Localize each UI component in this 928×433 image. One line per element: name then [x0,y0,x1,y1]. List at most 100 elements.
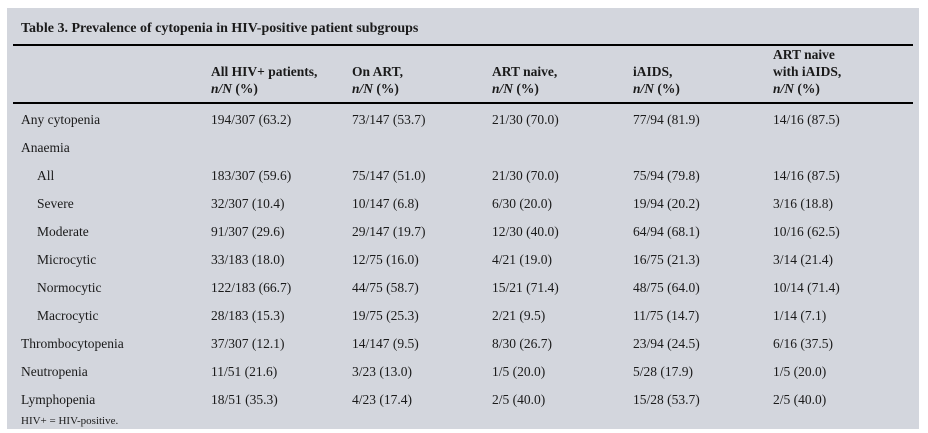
cell-value: 75/94 (79.8) [633,168,700,183]
table-footnote: HIV+ = HIV-positive. [21,415,119,427]
unit-percent: (%) [373,81,399,96]
cell-value: 12/75 (16.0) [352,252,419,267]
cell-value: 10/16 (62.5) [773,224,840,239]
column-header-line: On ART, [352,64,404,79]
table-row: Macrocytic 28/183 (15.3) 19/75 (25.3) 2/… [13,302,913,330]
row-label: All [37,168,55,183]
table-row: Moderate 91/307 (29.6) 29/147 (19.7) 12/… [13,218,913,246]
cell-value: 2/21 (9.5) [492,308,546,323]
cell-value: 14/16 (87.5) [773,168,840,183]
table-row: Severe 32/307 (10.4) 10/147 (6.8) 6/30 (… [13,190,913,218]
column-header-unit: n/N (%) [492,80,633,97]
row-label: Microcytic [37,252,97,267]
cell-value: 23/94 (24.5) [633,336,700,351]
row-label: Lymphopenia [21,392,96,407]
table-header-row: All HIV+ patients, n/N (%) On ART, n/N (… [13,46,913,102]
unit-n-over-N: n/N [633,81,655,96]
column-header-art-naive-iaids: ART naive with iAIDS, n/N (%) [773,46,913,97]
unit-percent: (%) [232,81,258,96]
cell-value: 64/94 (68.1) [633,224,700,239]
column-header-unit: n/N (%) [352,80,492,97]
cell-value: 15/21 (71.4) [492,280,559,295]
cell-value: 15/28 (53.7) [633,392,700,407]
column-header-line: ART naive, [492,64,558,79]
unit-percent: (%) [654,81,680,96]
cell-value: 77/94 (81.9) [633,112,700,127]
row-label: Severe [37,196,74,211]
cell-value: 11/51 (21.6) [211,364,278,379]
cell-value: 3/16 (18.8) [773,196,833,211]
cell-value: 73/147 (53.7) [352,112,426,127]
column-header-on-art: On ART, n/N (%) [352,63,492,97]
row-label: Neutropenia [21,364,88,379]
cell-value: 21/30 (70.0) [492,168,559,183]
column-header-all-hiv: All HIV+ patients, n/N (%) [211,63,352,97]
cell-value: 10/14 (71.4) [773,280,840,295]
cell-value: 10/147 (6.8) [352,196,419,211]
cell-value: 8/30 (26.7) [492,336,552,351]
unit-percent: (%) [513,81,539,96]
cell-value: 2/5 (40.0) [492,392,546,407]
cell-value: 1/5 (20.0) [773,364,827,379]
column-header-line: iAIDS, [633,64,673,79]
table-body: Any cytopenia 194/307 (63.2) 73/147 (53.… [13,106,913,414]
cell-value: 44/75 (58.7) [352,280,419,295]
table-row: All 183/307 (59.6) 75/147 (51.0) 21/30 (… [13,162,913,190]
cell-value: 91/307 (29.6) [211,224,285,239]
column-header-line: ART naive [773,47,835,62]
column-header-line: with iAIDS, [773,64,842,79]
cell-value: 18/51 (35.3) [211,392,278,407]
cell-value: 6/30 (20.0) [492,196,552,211]
column-header-unit: n/N (%) [211,80,352,97]
cell-value: 1/14 (7.1) [773,308,827,323]
cell-value: 32/307 (10.4) [211,196,285,211]
cell-value: 194/307 (63.2) [211,112,292,127]
column-header-iaids: iAIDS, n/N (%) [633,63,773,97]
unit-n-over-N: n/N [352,81,374,96]
cell-value: 4/23 (17.4) [352,392,412,407]
cell-value: 3/14 (21.4) [773,252,833,267]
cell-value: 75/147 (51.0) [352,168,426,183]
table-row: Lymphopenia 18/51 (35.3) 4/23 (17.4) 2/5… [13,386,913,414]
title-divider [13,44,913,46]
cell-value: 16/75 (21.3) [633,252,700,267]
table-panel: Table 3. Prevalence of cytopenia in HIV-… [7,8,919,429]
cell-value: 11/75 (14.7) [633,308,700,323]
table-row: Neutropenia 11/51 (21.6) 3/23 (13.0) 1/5… [13,358,913,386]
table-row: Any cytopenia 194/307 (63.2) 73/147 (53.… [13,106,913,134]
cell-value: 21/30 (70.0) [492,112,559,127]
cell-value: 14/16 (87.5) [773,112,840,127]
cell-value: 12/30 (40.0) [492,224,559,239]
table-row: Thrombocytopenia 37/307 (12.1) 14/147 (9… [13,330,913,358]
table-row: Microcytic 33/183 (18.0) 12/75 (16.0) 4/… [13,246,913,274]
table-row: Anaemia [13,134,913,162]
column-header-art-naive: ART naive, n/N (%) [492,63,633,97]
cell-value: 48/75 (64.0) [633,280,700,295]
header-divider [13,102,913,104]
cell-value: 19/94 (20.2) [633,196,700,211]
row-label: Moderate [37,224,89,239]
row-label: Anaemia [21,140,70,155]
column-header-line: All HIV+ patients, [211,64,318,79]
unit-n-over-N: n/N [773,81,795,96]
unit-percent: (%) [794,81,820,96]
table-title: Table 3. Prevalence of cytopenia in HIV-… [21,21,419,36]
row-label: Macrocytic [37,308,99,323]
cell-value: 122/183 (66.7) [211,280,292,295]
cell-value: 1/5 (20.0) [492,364,546,379]
cell-value: 4/21 (19.0) [492,252,552,267]
row-label: Normocytic [37,280,102,295]
cell-value: 37/307 (12.1) [211,336,285,351]
cell-value: 33/183 (18.0) [211,252,285,267]
table-row: Normocytic 122/183 (66.7) 44/75 (58.7) 1… [13,274,913,302]
cell-value: 6/16 (37.5) [773,336,833,351]
row-label: Thrombocytopenia [21,336,124,351]
cell-value: 3/23 (13.0) [352,364,412,379]
row-label: Any cytopenia [21,112,101,127]
cell-value: 29/147 (19.7) [352,224,426,239]
cell-value: 19/75 (25.3) [352,308,419,323]
unit-n-over-N: n/N [211,81,233,96]
unit-n-over-N: n/N [492,81,514,96]
cell-value: 5/28 (17.9) [633,364,693,379]
cell-value: 183/307 (59.6) [211,168,292,183]
